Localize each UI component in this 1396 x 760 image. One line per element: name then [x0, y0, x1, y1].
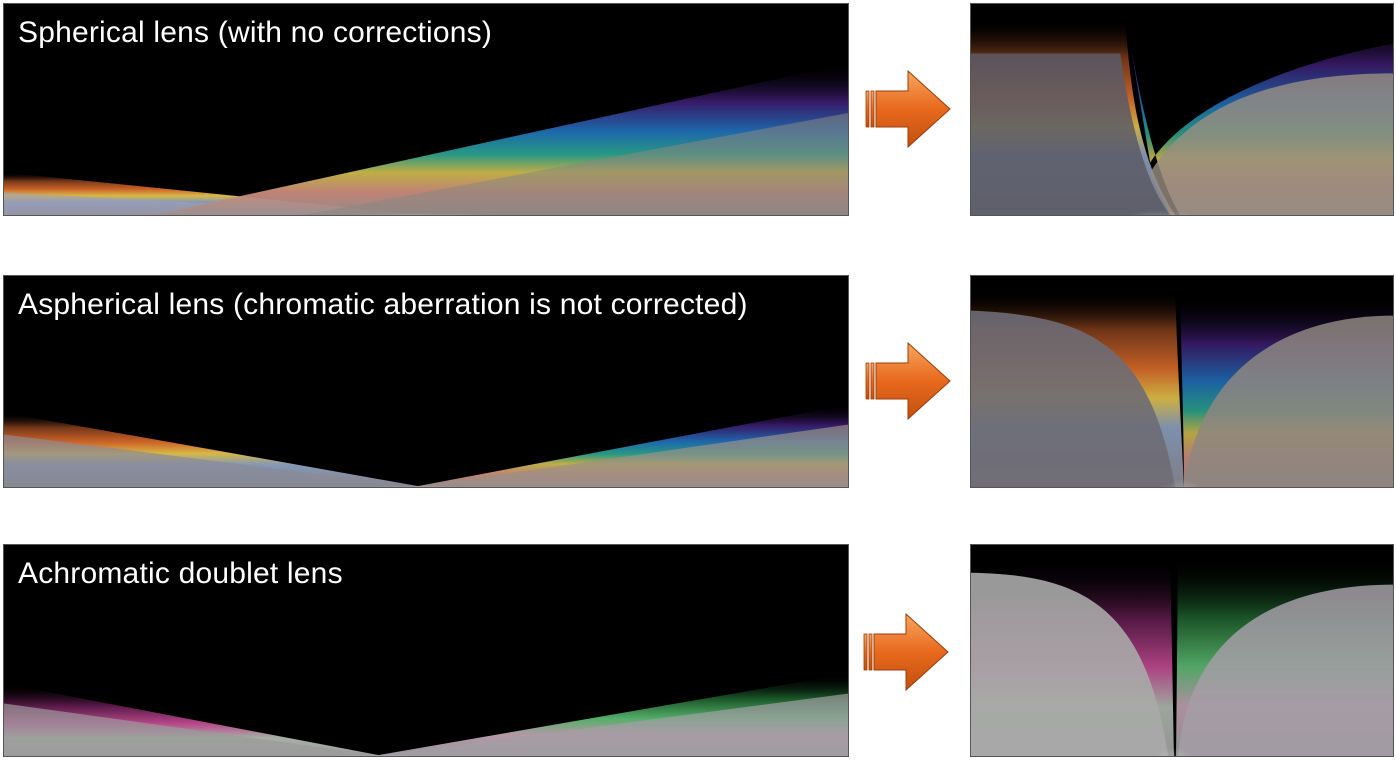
right-arrow-icon: [864, 341, 954, 423]
row2-title: Aspherical lens (chromatic aberration is…: [18, 288, 748, 321]
achromatic-doublet-zoom-image: [971, 545, 1393, 756]
row3-title: Achromatic doublet lens: [18, 557, 343, 590]
spherical-lens-ray-image: [4, 63, 848, 215]
right-arrow-icon: [864, 69, 954, 151]
achromatic-doublet-ray-image: [4, 673, 848, 756]
aspherical-lens-ray-image: [4, 404, 848, 487]
row1-title: Spherical lens (with no corrections): [18, 16, 493, 49]
achromatic-doublet-zoom-panel: [970, 544, 1394, 757]
aspherical-lens-ray-panel: Aspherical lens (chromatic aberration is…: [3, 275, 849, 488]
aspherical-lens-zoom-image: [971, 276, 1393, 487]
spherical-lens-zoom-panel: [970, 3, 1394, 216]
aspherical-lens-zoom-panel: [970, 275, 1394, 488]
spherical-lens-zoom-image: [971, 4, 1393, 215]
achromatic-doublet-ray-panel: Achromatic doublet lens: [3, 544, 849, 757]
right-arrow-icon: [862, 612, 952, 694]
spherical-lens-ray-panel: Spherical lens (with no corrections): [3, 3, 849, 216]
